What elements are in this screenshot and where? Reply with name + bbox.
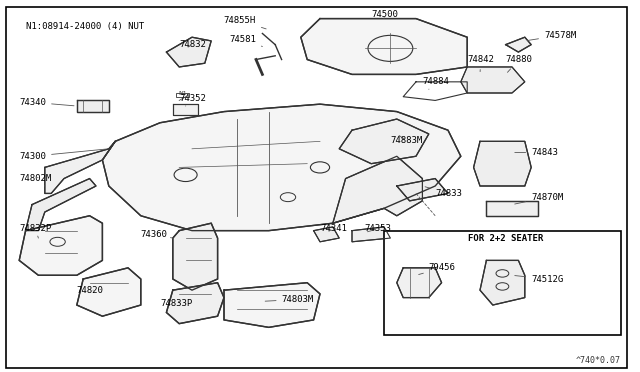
Polygon shape: [102, 104, 461, 231]
Text: 74340: 74340: [19, 98, 74, 107]
Text: 79456: 79456: [419, 263, 456, 275]
Polygon shape: [166, 37, 211, 67]
Text: 74870M: 74870M: [515, 193, 563, 204]
FancyBboxPatch shape: [384, 231, 621, 335]
Text: 74352: 74352: [179, 94, 206, 106]
Polygon shape: [173, 104, 198, 115]
Polygon shape: [474, 141, 531, 186]
Polygon shape: [480, 260, 525, 305]
Polygon shape: [19, 216, 102, 275]
Polygon shape: [45, 141, 115, 193]
Text: 74843: 74843: [515, 148, 558, 157]
Text: 74880: 74880: [506, 55, 532, 72]
Text: 74353: 74353: [365, 224, 392, 233]
Polygon shape: [397, 268, 442, 298]
Text: N1: N1: [178, 91, 187, 96]
Text: ^740*0.07: ^740*0.07: [576, 356, 621, 365]
Polygon shape: [397, 179, 448, 201]
FancyBboxPatch shape: [6, 7, 627, 368]
Polygon shape: [166, 283, 224, 324]
Text: 74803M: 74803M: [265, 295, 314, 304]
Text: FOR 2+2 SEATER: FOR 2+2 SEATER: [468, 234, 543, 243]
Text: 74341: 74341: [320, 224, 347, 233]
Text: 74300: 74300: [19, 149, 106, 161]
Polygon shape: [77, 100, 109, 112]
FancyBboxPatch shape: [176, 93, 189, 97]
Text: 74883M: 74883M: [390, 135, 422, 145]
Polygon shape: [461, 67, 525, 93]
Text: 74802M: 74802M: [19, 174, 51, 186]
Text: 74512G: 74512G: [515, 275, 563, 283]
Polygon shape: [224, 283, 320, 327]
Polygon shape: [173, 223, 218, 290]
Polygon shape: [352, 227, 390, 242]
Polygon shape: [486, 201, 538, 216]
Text: 74833: 74833: [425, 187, 462, 198]
Text: 74500: 74500: [371, 10, 398, 19]
Text: 74855H: 74855H: [224, 16, 266, 29]
Polygon shape: [339, 119, 429, 164]
Polygon shape: [506, 37, 531, 52]
Text: 74832: 74832: [179, 40, 206, 49]
Text: 74578M: 74578M: [527, 31, 576, 41]
Polygon shape: [26, 179, 96, 231]
Polygon shape: [314, 227, 339, 242]
Text: 74832P: 74832P: [19, 224, 51, 238]
Text: N1:08914-24000 (4) NUT: N1:08914-24000 (4) NUT: [26, 22, 144, 31]
Text: 74820: 74820: [77, 286, 104, 295]
Text: 74360: 74360: [141, 230, 173, 239]
Text: 74842: 74842: [467, 55, 494, 72]
Text: 74581: 74581: [229, 35, 262, 46]
Polygon shape: [333, 156, 422, 223]
Polygon shape: [301, 19, 467, 74]
Text: 74833P: 74833P: [160, 299, 192, 308]
Polygon shape: [77, 268, 141, 316]
Text: 74884: 74884: [422, 77, 449, 89]
